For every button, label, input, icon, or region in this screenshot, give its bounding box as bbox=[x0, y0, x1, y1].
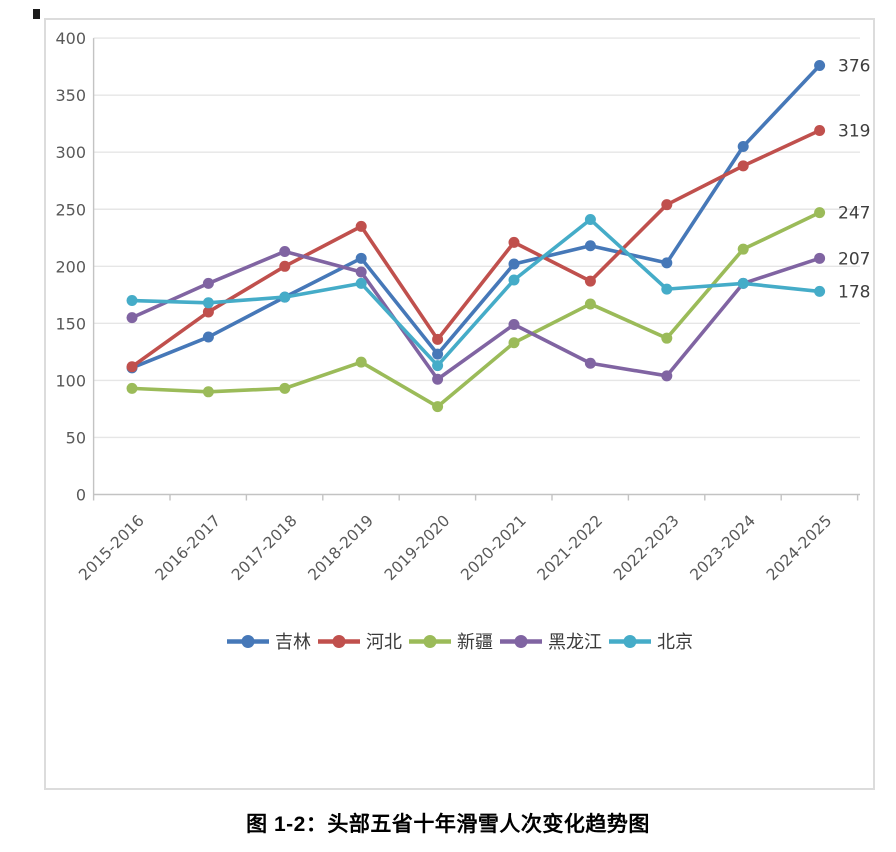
data-point-北京-2021-2022 bbox=[584, 214, 596, 226]
x-tick-label: 2019-2020 bbox=[381, 512, 453, 584]
data-point-北京-2024-2025 bbox=[814, 285, 826, 297]
chart-panel: 0 50 100 150 200 250 300 350 400 2015-2016 2016-20… bbox=[44, 18, 875, 790]
data-point-北京-2022-2023 bbox=[661, 283, 673, 295]
data-point-吉林-2016-2017 bbox=[202, 331, 214, 343]
y-tick-label: 200 bbox=[55, 257, 86, 276]
data-point-新疆-2021-2022 bbox=[584, 298, 596, 310]
data-point-黑龙江-2018-2019 bbox=[355, 266, 367, 278]
data-point-新疆-2015-2016 bbox=[126, 382, 138, 394]
legend-label: 吉林 bbox=[275, 632, 311, 652]
line-chart: 0 50 100 150 200 250 300 350 400 2015-2016 2016-20… bbox=[55, 29, 870, 584]
y-tick-label: 100 bbox=[55, 371, 86, 390]
y-tick-label: 400 bbox=[55, 29, 86, 48]
data-point-新疆-2022-2023 bbox=[661, 332, 673, 344]
legend-marker-icon bbox=[318, 634, 360, 648]
y-tick-label: 0 bbox=[76, 486, 86, 505]
legend-item-黑龙江: 黑龙江 bbox=[499, 628, 602, 654]
data-point-新疆-2019-2020 bbox=[432, 401, 444, 413]
legend-item-吉林: 吉林 bbox=[226, 628, 311, 654]
data-point-新疆-2016-2017 bbox=[202, 386, 214, 398]
data-point-新疆-2024-2025 bbox=[814, 207, 826, 219]
data-point-新疆-2017-2018 bbox=[279, 382, 291, 394]
data-point-河北-2022-2023 bbox=[661, 199, 673, 211]
data-point-吉林-2024-2025 bbox=[814, 59, 826, 71]
legend-item-河北: 河北 bbox=[317, 628, 402, 654]
x-tick-label: 2021-2022 bbox=[534, 512, 606, 584]
y-tick-label: 150 bbox=[55, 314, 86, 333]
data-point-河北-2021-2022 bbox=[584, 275, 596, 287]
series-end-label-河北: 319 bbox=[838, 122, 870, 142]
data-point-吉林-2021-2022 bbox=[584, 240, 596, 252]
data-point-北京-2020-2021 bbox=[508, 274, 520, 286]
data-point-吉林-2019-2020 bbox=[432, 348, 444, 360]
y-tick-label: 50 bbox=[66, 428, 86, 447]
data-point-黑龙江-2021-2022 bbox=[584, 357, 596, 369]
data-point-黑龙江-2020-2021 bbox=[508, 318, 520, 330]
legend-label: 黑龙江 bbox=[548, 632, 602, 652]
x-tick-label: 2020-2021 bbox=[457, 512, 529, 584]
data-point-北京-2023-2024 bbox=[737, 277, 749, 289]
data-point-河北-2024-2025 bbox=[814, 125, 826, 137]
x-tick-label: 2018-2019 bbox=[305, 512, 377, 584]
series-line-北京 bbox=[130, 217, 822, 368]
data-point-北京-2016-2017 bbox=[202, 297, 214, 309]
data-point-黑龙江-2024-2025 bbox=[814, 252, 826, 264]
data-point-北京-2015-2016 bbox=[126, 295, 138, 307]
data-point-黑龙江-2015-2016 bbox=[126, 312, 138, 324]
data-point-河北-2018-2019 bbox=[355, 220, 367, 232]
x-tick-label: 2023-2024 bbox=[687, 512, 759, 584]
series-end-label-黑龙江: 207 bbox=[838, 249, 870, 269]
legend-marker-icon bbox=[609, 634, 651, 648]
legend-item-新疆: 新疆 bbox=[408, 628, 493, 654]
legend-marker-icon bbox=[227, 634, 269, 648]
data-point-新疆-2020-2021 bbox=[508, 337, 520, 349]
legend-marker-icon bbox=[409, 634, 451, 648]
data-point-吉林-2018-2019 bbox=[355, 252, 367, 264]
legend-item-北京: 北京 bbox=[608, 628, 693, 654]
y-tick-label: 350 bbox=[55, 86, 86, 105]
data-point-黑龙江-2019-2020 bbox=[432, 373, 444, 385]
x-tick-label: 2024-2025 bbox=[763, 512, 835, 584]
data-point-吉林-2020-2021 bbox=[508, 258, 520, 270]
x-tick-label: 2015-2016 bbox=[75, 512, 147, 584]
x-tick-label: 2022-2023 bbox=[610, 512, 682, 584]
data-point-黑龙江-2022-2023 bbox=[661, 370, 673, 382]
series-end-label-北京: 178 bbox=[838, 282, 870, 302]
data-point-吉林-2023-2024 bbox=[737, 140, 749, 152]
data-point-北京-2018-2019 bbox=[355, 277, 367, 289]
data-point-河北-2015-2016 bbox=[126, 361, 138, 373]
chart-legend: 吉林 河北 新疆 黑龙江 北京 bbox=[46, 628, 873, 654]
figure-caption: 图 1-2：头部五省十年滑雪人次变化趋势图 bbox=[246, 813, 650, 836]
series-line-黑龙江 bbox=[130, 249, 822, 382]
data-point-河北-2017-2018 bbox=[279, 260, 291, 272]
series-end-label-吉林: 376 bbox=[838, 56, 870, 76]
data-point-河北-2023-2024 bbox=[737, 160, 749, 172]
data-point-北京-2019-2020 bbox=[432, 360, 444, 372]
y-tick-label: 250 bbox=[55, 200, 86, 219]
data-point-河北-2016-2017 bbox=[202, 306, 214, 318]
page-corner-artifact bbox=[33, 9, 40, 19]
series-end-label-新疆: 247 bbox=[838, 204, 870, 224]
data-point-新疆-2023-2024 bbox=[737, 243, 749, 255]
series-line-新疆 bbox=[130, 210, 822, 409]
data-point-吉林-2022-2023 bbox=[661, 257, 673, 269]
legend-label: 河北 bbox=[366, 632, 402, 652]
data-point-河北-2019-2020 bbox=[432, 333, 444, 345]
x-tick-label: 2016-2017 bbox=[152, 512, 224, 584]
x-tick-label: 2017-2018 bbox=[228, 512, 300, 584]
data-point-北京-2017-2018 bbox=[279, 291, 291, 303]
y-tick-label: 300 bbox=[55, 143, 86, 162]
legend-label: 新疆 bbox=[457, 632, 493, 652]
legend-marker-icon bbox=[500, 634, 542, 648]
data-point-河北-2020-2021 bbox=[508, 236, 520, 248]
legend-label: 北京 bbox=[657, 632, 693, 652]
series-line-河北 bbox=[130, 128, 822, 369]
data-point-黑龙江-2016-2017 bbox=[202, 277, 214, 289]
data-point-黑龙江-2017-2018 bbox=[279, 245, 291, 257]
data-point-新疆-2018-2019 bbox=[355, 356, 367, 368]
series-line-吉林 bbox=[130, 63, 822, 370]
